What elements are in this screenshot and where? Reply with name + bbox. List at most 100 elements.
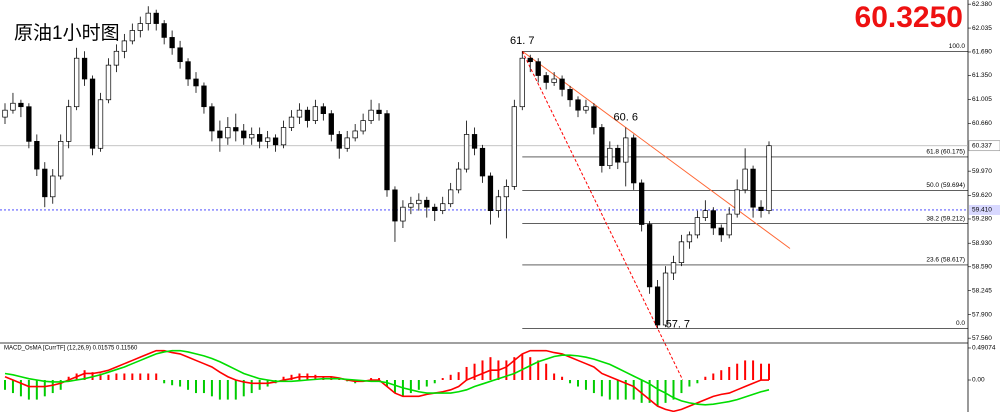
candle-body: [448, 189, 454, 205]
y-tick-label: 0.00: [972, 377, 985, 384]
candle-body: [559, 78, 565, 90]
candle-body: [328, 113, 334, 135]
trend-line: [521, 50, 791, 249]
candle-body: [264, 137, 271, 142]
candle-body: [66, 106, 72, 142]
candle-body: [718, 227, 724, 236]
candle-body: [296, 109, 303, 118]
candle-body: [368, 109, 374, 121]
candle-body: [463, 134, 470, 170]
y-tick-label: 57.900: [972, 311, 992, 318]
candle-body: [233, 127, 239, 132]
candle-body: [225, 127, 231, 139]
candle-body: [440, 203, 446, 212]
candle-body: [424, 199, 430, 208]
candle-body: [710, 210, 716, 229]
fib-label: 50.0 (59.694): [926, 182, 965, 189]
y-tick-label: 61.690: [972, 49, 992, 56]
fib-label: 61.8 (60.175): [926, 149, 965, 156]
candle-body: [527, 57, 533, 63]
candle-body: [153, 12, 159, 24]
candle-body: [217, 130, 223, 139]
candle-body: [734, 189, 740, 215]
y-tick-label: 0.49074: [972, 345, 996, 352]
candle-body: [50, 175, 56, 198]
candle-body: [81, 57, 88, 80]
candle-body: [678, 241, 685, 263]
candle-body: [432, 206, 438, 212]
y-tick-label: 58.590: [972, 263, 992, 270]
candle-body: [185, 61, 191, 80]
candle-body: [615, 147, 621, 163]
candle-body: [392, 189, 398, 222]
candle-body: [193, 78, 199, 87]
last-price-label: 60.337: [972, 142, 992, 149]
candle-body: [344, 137, 350, 149]
candle-body: [686, 234, 693, 243]
candle-body: [575, 99, 581, 111]
candle-body: [336, 134, 342, 149]
candle-body: [646, 224, 653, 288]
candle-body: [599, 127, 605, 166]
candle-body: [766, 145, 772, 212]
candle-body: [105, 64, 112, 101]
y-tick-label: 60.660: [972, 120, 992, 127]
candle-body: [479, 147, 486, 177]
candle-body: [10, 102, 16, 111]
candle-body: [272, 137, 279, 146]
quote: 60.3250: [855, 1, 963, 34]
candle-body: [471, 134, 478, 149]
candle-body: [376, 109, 382, 114]
candle-body: [113, 50, 120, 66]
candle-body: [551, 78, 557, 83]
candle-body: [495, 196, 502, 212]
candle-body: [694, 217, 701, 236]
candle-body: [42, 168, 48, 198]
candle-body: [58, 141, 64, 177]
candle-body: [670, 262, 677, 274]
candle-body: [408, 203, 414, 208]
candle-body: [416, 199, 422, 205]
candle-body: [145, 12, 151, 24]
y-tick-label: 59.970: [972, 168, 992, 175]
candle-body: [257, 134, 263, 142]
candle-body: [161, 23, 167, 38]
candle-body: [97, 99, 104, 149]
candle-body: [702, 210, 708, 218]
fib-label: 0.0: [956, 320, 965, 327]
candle-body: [352, 130, 358, 139]
fib-label: 38.2 (59.212): [926, 215, 965, 222]
candle-body: [639, 182, 645, 225]
candle-body: [280, 127, 287, 146]
macd-line: [4, 349, 769, 412]
candle-body: [121, 40, 128, 52]
candle-body: [169, 37, 175, 49]
chart-title: 原油1小时图: [14, 22, 120, 44]
trend-line-dashed: [521, 51, 684, 380]
y-tick-label: 61.005: [972, 96, 992, 103]
candle-body: [209, 106, 215, 132]
price-line-box: [969, 204, 1000, 215]
y-tick-label: 62.380: [972, 1, 992, 8]
last-price-box: [968, 140, 1000, 152]
candle-body: [487, 175, 494, 212]
candle-body: [320, 106, 326, 114]
candle-body: [312, 106, 319, 121]
annotation: 60. 6: [614, 111, 638, 123]
candle-body: [201, 85, 207, 108]
annotation: 57. 7: [666, 318, 690, 330]
candle-body: [662, 272, 669, 326]
candle-body: [137, 23, 143, 31]
candle-body: [249, 134, 255, 139]
candle-body: [304, 109, 311, 121]
candle-body: [384, 113, 390, 191]
candle-body: [455, 168, 462, 191]
candle-body: [89, 78, 96, 149]
y-tick-label: 61.350: [972, 72, 992, 79]
fib-label: 23.6 (58.617): [926, 257, 965, 264]
candle-body: [288, 116, 295, 128]
candle-body: [543, 75, 549, 83]
annotation: 61. 7: [510, 35, 534, 47]
